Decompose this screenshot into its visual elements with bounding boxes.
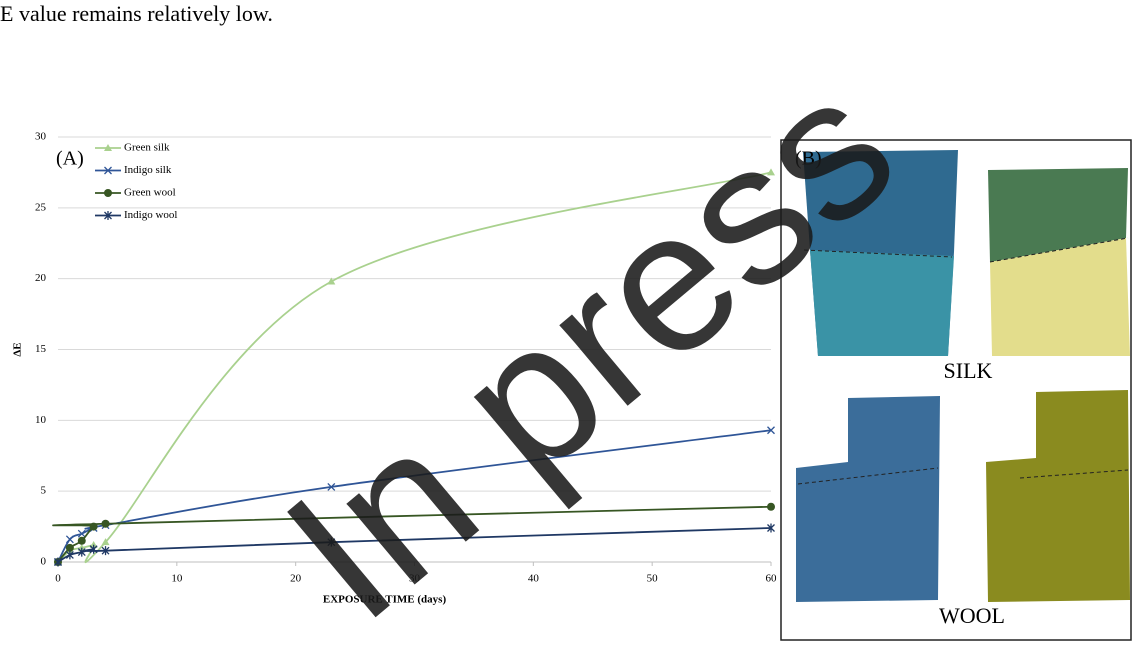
dashed-line <box>989 237 1129 263</box>
green-silk-swatch <box>988 168 1128 262</box>
marker <box>767 502 775 511</box>
marker <box>65 550 74 560</box>
green-silk-faded <box>990 238 1130 356</box>
marker <box>101 519 110 528</box>
marker <box>77 543 86 551</box>
y-tick-label: 25 <box>35 201 47 213</box>
y-tick-label: 30 <box>35 131 47 143</box>
dashed-line <box>803 249 953 258</box>
marker <box>767 168 775 176</box>
legend-marker <box>104 189 112 197</box>
marker <box>767 426 775 435</box>
legend-marker <box>104 211 112 220</box>
indigo-wool-swatch <box>796 396 940 602</box>
marker <box>101 538 110 546</box>
x-tick-label: 30 <box>409 573 421 585</box>
x-tick-label: 60 <box>766 573 778 585</box>
marker <box>65 535 74 544</box>
x-tick-label: 10 <box>171 573 183 585</box>
y-axis-title: ΔE <box>12 342 24 356</box>
legend-label: Indigo wool <box>124 209 177 221</box>
marker <box>89 522 98 531</box>
legend-marker <box>104 166 112 175</box>
panel-b: (B) SILK WOOL <box>780 139 1132 641</box>
legend-label: Green silk <box>124 142 170 154</box>
marker <box>767 523 775 533</box>
marker <box>77 529 86 538</box>
chart: 0 5 10 15 20 25 30 0 10 20 30 40 50 60 EXPOSURE TIME (… <box>12 131 777 606</box>
marker <box>101 546 110 556</box>
marker <box>327 537 336 547</box>
marker <box>77 547 86 557</box>
y-tick-label: 10 <box>35 414 47 426</box>
x-axis-title: EXPOSURE TIME (days) <box>323 594 447 606</box>
dashed-line <box>797 467 939 485</box>
x-tick-label: 40 <box>528 573 540 585</box>
x-tick-label: 0 <box>55 573 61 585</box>
y-tick-label: 15 <box>35 343 47 355</box>
panel-label: (B) <box>795 148 822 170</box>
series <box>54 168 775 565</box>
indigo-silk-faded <box>810 250 954 356</box>
legend-label: Indigo silk <box>124 164 172 176</box>
marker <box>65 543 74 552</box>
y-tick-label: 0 <box>41 556 47 568</box>
marker <box>327 277 336 285</box>
panel-label: (A) <box>56 148 84 170</box>
series <box>54 523 775 567</box>
wool-label: WOOL <box>939 603 1005 628</box>
marker <box>89 544 98 554</box>
x-tick-label: 20 <box>290 573 302 585</box>
marker <box>54 557 62 567</box>
x-tick-label: 50 <box>647 573 659 585</box>
marker <box>77 536 86 545</box>
marker <box>327 482 336 491</box>
y-tick-label: 5 <box>41 485 47 497</box>
legend-label: Green wool <box>124 187 176 199</box>
silk-label: SILK <box>944 358 993 383</box>
body-text: E value remains relatively low. <box>0 1 273 26</box>
marker <box>89 541 98 548</box>
olive-wool-swatch <box>986 390 1130 602</box>
y-tick-label: 20 <box>35 272 47 284</box>
legend-marker <box>104 144 112 151</box>
